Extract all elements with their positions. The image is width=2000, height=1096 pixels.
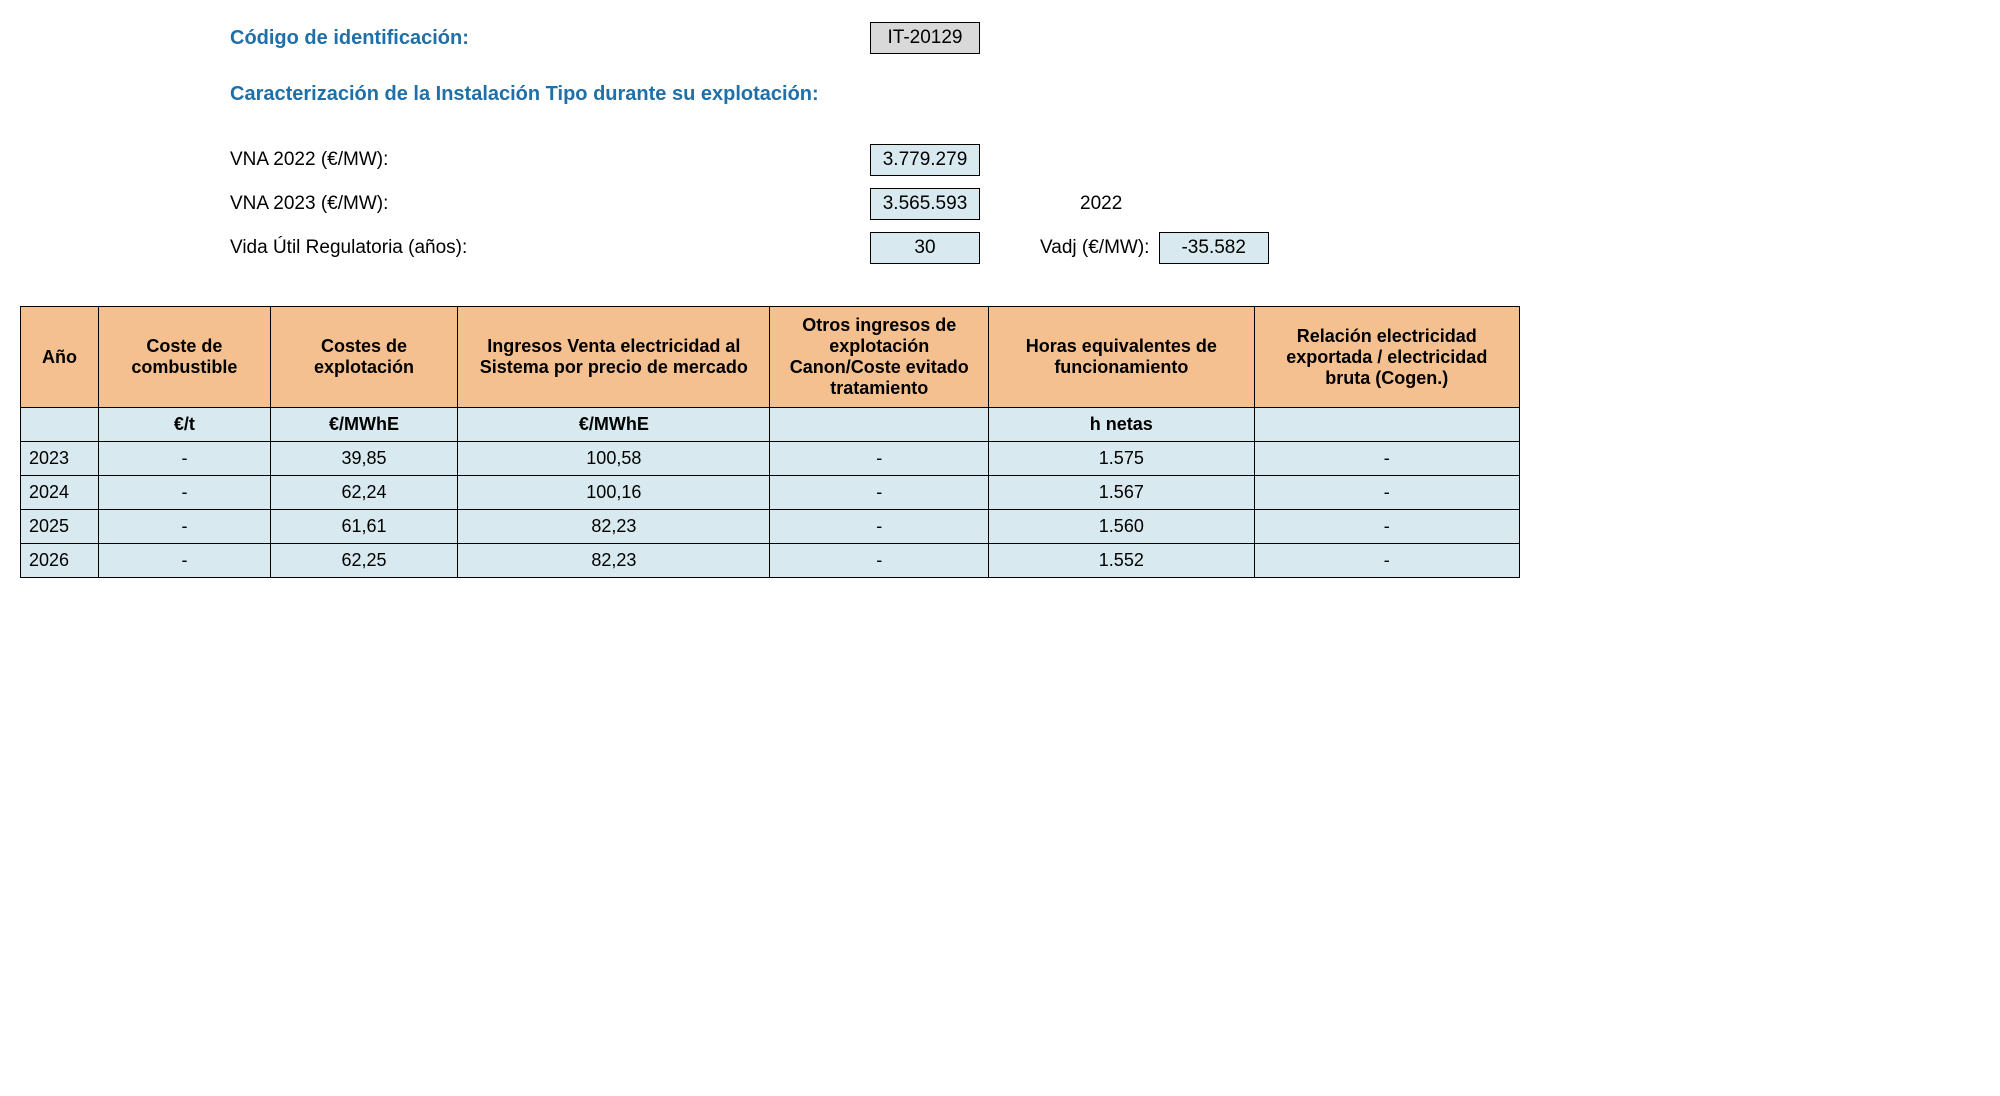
cell: -: [1254, 544, 1519, 578]
cell: 1.567: [989, 476, 1254, 510]
cell: 82,23: [458, 544, 770, 578]
cell: 82,23: [458, 510, 770, 544]
th-coste-comb: Coste de combustible: [99, 307, 271, 408]
table-row: 2026 - 62,25 82,23 - 1.552 -: [21, 544, 1520, 578]
cell: 1.575: [989, 442, 1254, 476]
th-relacion: Relación electricidad exportada / electr…: [1254, 307, 1519, 408]
cell: -: [770, 544, 989, 578]
table-body: €/t €/MWhE €/MWhE h netas 2023 - 39,85 1…: [21, 408, 1520, 578]
vna2023-row: VNA 2023 (€/MW): 3.565.593 2022: [230, 186, 1980, 222]
table-row: 2023 - 39,85 100,58 - 1.575 -: [21, 442, 1520, 476]
table-units-row: €/t €/MWhE €/MWhE h netas: [21, 408, 1520, 442]
cell: -: [770, 510, 989, 544]
cell: 39,85: [270, 442, 457, 476]
vna2022-label: VNA 2022 (€/MW):: [230, 149, 870, 171]
cell: -: [99, 544, 271, 578]
cell: -: [99, 442, 271, 476]
vida-value: 30: [870, 232, 980, 264]
vna2022-row: VNA 2022 (€/MW): 3.779.279: [230, 142, 1980, 178]
cell: -: [770, 442, 989, 476]
unit-4: [770, 408, 989, 442]
cell: 2023: [21, 442, 99, 476]
th-horas-equiv: Horas equivalentes de funcionamiento: [989, 307, 1254, 408]
unit-6: [1254, 408, 1519, 442]
cell: -: [770, 476, 989, 510]
codigo-row: Código de identificación: IT-20129: [230, 20, 1980, 56]
cell: 2025: [21, 510, 99, 544]
th-otros-ingresos: Otros ingresos de explotación Canon/Cost…: [770, 307, 989, 408]
th-costes-expl: Costes de explotación: [270, 307, 457, 408]
cell: -: [99, 510, 271, 544]
vna2023-value: 3.565.593: [870, 188, 980, 220]
cell: 62,24: [270, 476, 457, 510]
table-row: 2025 - 61,61 82,23 - 1.560 -: [21, 510, 1520, 544]
cell: 100,58: [458, 442, 770, 476]
vna2022-value: 3.779.279: [870, 144, 980, 176]
table-header-row: Año Coste de combustible Costes de explo…: [21, 307, 1520, 408]
vna2023-label: VNA 2023 (€/MW):: [230, 193, 870, 215]
vida-row: Vida Útil Regulatoria (años): 30 Vadj (€…: [230, 230, 1980, 266]
header-section: Código de identificación: IT-20129 Carac…: [230, 20, 1980, 266]
vadj-label: Vadj (€/MW):: [1040, 237, 1149, 258]
year-side-label: 2022: [1080, 193, 1122, 215]
codigo-value: IT-20129: [870, 22, 980, 54]
unit-2: €/MWhE: [270, 408, 457, 442]
cell: -: [1254, 442, 1519, 476]
vadj-group: Vadj (€/MW): -35.582: [1040, 232, 1269, 264]
table-row: 2024 - 62,24 100,16 - 1.567 -: [21, 476, 1520, 510]
cell: 1.560: [989, 510, 1254, 544]
vadj-value: -35.582: [1159, 232, 1269, 264]
caracterizacion-label: Caracterización de la Instalación Tipo d…: [230, 83, 819, 106]
cell: 100,16: [458, 476, 770, 510]
unit-ano: [21, 408, 99, 442]
cell: 61,61: [270, 510, 457, 544]
cell: 2026: [21, 544, 99, 578]
cell: 1.552: [989, 544, 1254, 578]
cell: -: [99, 476, 271, 510]
unit-5: h netas: [989, 408, 1254, 442]
data-table: Año Coste de combustible Costes de explo…: [20, 306, 1520, 578]
unit-1: €/t: [99, 408, 271, 442]
cell: 2024: [21, 476, 99, 510]
th-ingresos-venta: Ingresos Venta electricidad al Sistema p…: [458, 307, 770, 408]
cell: -: [1254, 510, 1519, 544]
codigo-label: Código de identificación:: [230, 27, 870, 50]
vida-label: Vida Útil Regulatoria (años):: [230, 237, 870, 259]
unit-3: €/MWhE: [458, 408, 770, 442]
cell: 62,25: [270, 544, 457, 578]
caracterizacion-row: Caracterización de la Instalación Tipo d…: [230, 76, 1980, 112]
cell: -: [1254, 476, 1519, 510]
th-ano: Año: [21, 307, 99, 408]
